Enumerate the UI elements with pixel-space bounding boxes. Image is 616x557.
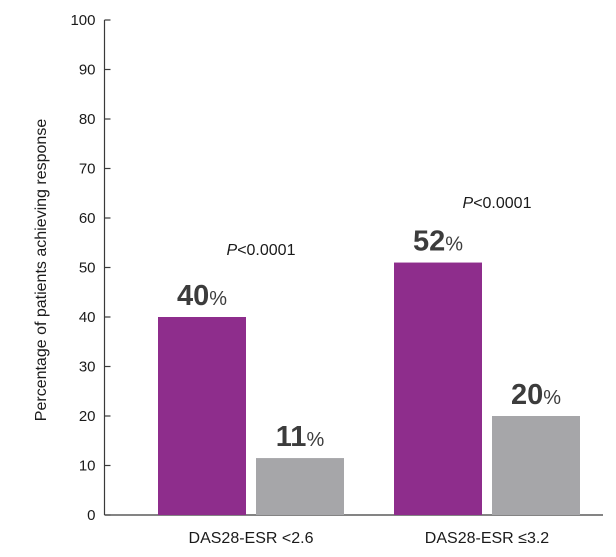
y-tick-label: 0 bbox=[87, 507, 95, 524]
bars bbox=[158, 262, 580, 515]
x-axis: DAS28-ESR <2.6 DAS28-ESR ≤3.2 bbox=[104, 514, 603, 547]
bar-value-label: 20% bbox=[511, 379, 561, 411]
p-value-annotation: P<0.0001 bbox=[463, 195, 532, 212]
annotations: P<0.0001 P<0.0001 bbox=[227, 195, 532, 259]
y-tick-label: 50 bbox=[79, 260, 96, 277]
bar bbox=[394, 262, 482, 515]
y-tick-label: 60 bbox=[79, 210, 96, 227]
y-tick-label: 40 bbox=[79, 309, 96, 326]
bar bbox=[158, 317, 246, 515]
y-tick-label: 30 bbox=[79, 359, 96, 376]
y-axis: 0 10 20 30 40 50 60 70 80 90 100 bbox=[70, 12, 111, 524]
bar bbox=[256, 458, 344, 515]
y-tick-label: 100 bbox=[70, 12, 95, 29]
x-category-label: DAS28-ESR ≤3.2 bbox=[425, 530, 549, 547]
bar bbox=[492, 416, 580, 515]
bar-value-label: 11% bbox=[276, 421, 325, 453]
y-tick-label: 70 bbox=[79, 161, 96, 178]
data-labels: 40% 52% 11% 20% bbox=[177, 226, 561, 454]
y-tick-label: 80 bbox=[79, 111, 96, 128]
p-value-annotation: P<0.0001 bbox=[227, 242, 296, 259]
y-tick-label: 10 bbox=[79, 458, 96, 475]
y-axis-title: Percentage of patients achieving respons… bbox=[33, 119, 50, 422]
bar-value-label: 40% bbox=[177, 280, 227, 312]
x-category-label: DAS28-ESR <2.6 bbox=[189, 530, 314, 547]
y-tick-label: 90 bbox=[79, 62, 96, 79]
y-tick-label: 20 bbox=[79, 408, 96, 425]
bar-value-label: 52% bbox=[413, 226, 463, 258]
